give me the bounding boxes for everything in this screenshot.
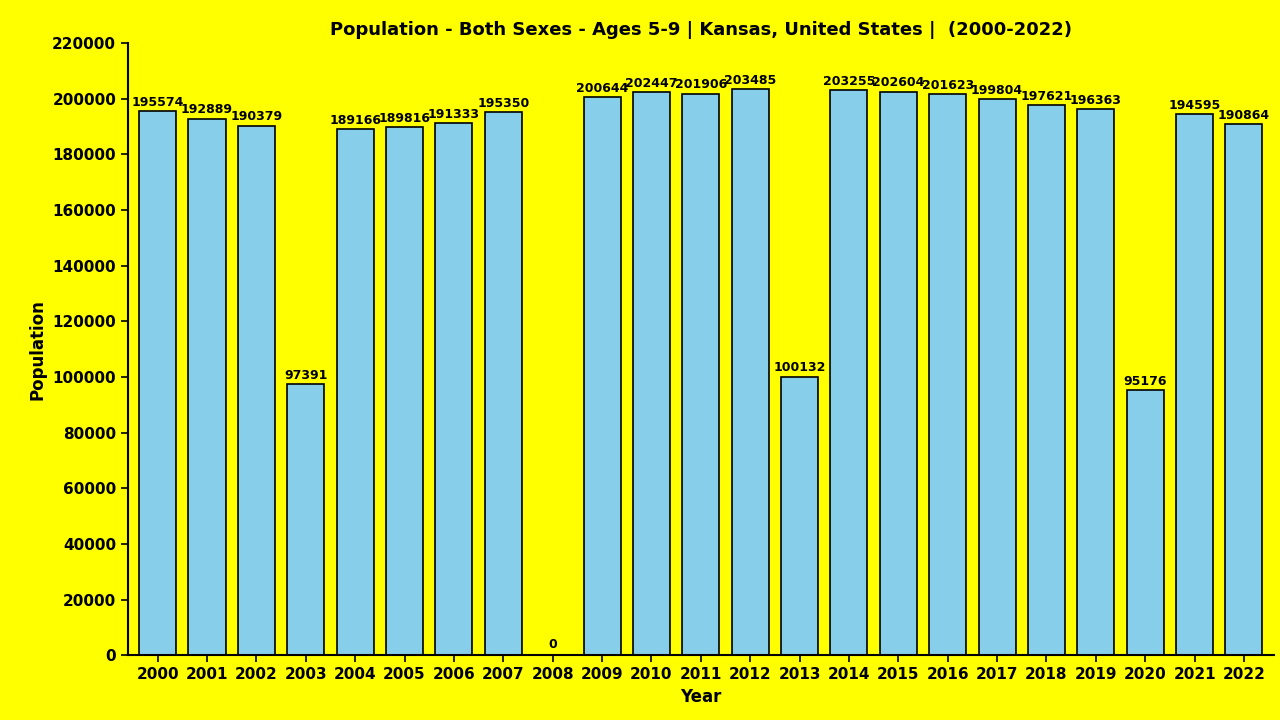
Bar bbox=[978, 99, 1015, 655]
Text: 195574: 195574 bbox=[132, 96, 184, 109]
Title: Population - Both Sexes - Ages 5-9 | Kansas, United States |  (2000-2022): Population - Both Sexes - Ages 5-9 | Kan… bbox=[330, 21, 1071, 39]
Text: 190379: 190379 bbox=[230, 110, 283, 123]
Bar bbox=[238, 125, 275, 655]
Text: 189816: 189816 bbox=[379, 112, 430, 125]
Bar bbox=[781, 377, 818, 655]
Bar bbox=[337, 129, 374, 655]
Text: 203485: 203485 bbox=[724, 74, 776, 87]
Bar bbox=[584, 97, 621, 655]
Bar bbox=[485, 112, 522, 655]
Text: 196363: 196363 bbox=[1070, 94, 1121, 107]
Bar bbox=[140, 111, 177, 655]
Bar bbox=[188, 119, 225, 655]
Bar bbox=[929, 94, 966, 655]
Text: 195350: 195350 bbox=[477, 96, 530, 109]
Text: 95176: 95176 bbox=[1124, 375, 1167, 388]
Bar bbox=[682, 94, 719, 655]
Text: 201623: 201623 bbox=[922, 79, 974, 92]
Bar bbox=[1078, 109, 1115, 655]
Bar bbox=[435, 123, 472, 655]
Text: 197621: 197621 bbox=[1020, 90, 1073, 103]
Bar bbox=[831, 90, 868, 655]
Text: 192889: 192889 bbox=[180, 104, 233, 117]
Bar bbox=[1126, 390, 1164, 655]
Text: 203255: 203255 bbox=[823, 75, 876, 88]
Text: 201906: 201906 bbox=[675, 78, 727, 91]
Bar bbox=[1225, 125, 1262, 655]
Y-axis label: Population: Population bbox=[28, 299, 46, 400]
Text: 0: 0 bbox=[548, 638, 557, 651]
Bar bbox=[732, 89, 769, 655]
Text: 202604: 202604 bbox=[872, 76, 924, 89]
Bar bbox=[879, 91, 916, 655]
Text: 189166: 189166 bbox=[329, 114, 381, 127]
Text: 202447: 202447 bbox=[625, 77, 677, 90]
Bar bbox=[1028, 105, 1065, 655]
Text: 199804: 199804 bbox=[972, 84, 1023, 97]
Text: 100132: 100132 bbox=[773, 361, 826, 374]
Bar bbox=[287, 384, 324, 655]
Text: 194595: 194595 bbox=[1169, 99, 1221, 112]
Text: 200644: 200644 bbox=[576, 82, 628, 95]
Text: 191333: 191333 bbox=[428, 108, 480, 121]
X-axis label: Year: Year bbox=[680, 688, 722, 706]
Bar bbox=[632, 92, 669, 655]
Bar bbox=[387, 127, 424, 655]
Text: 190864: 190864 bbox=[1217, 109, 1270, 122]
Bar bbox=[1176, 114, 1213, 655]
Text: 97391: 97391 bbox=[284, 369, 328, 382]
